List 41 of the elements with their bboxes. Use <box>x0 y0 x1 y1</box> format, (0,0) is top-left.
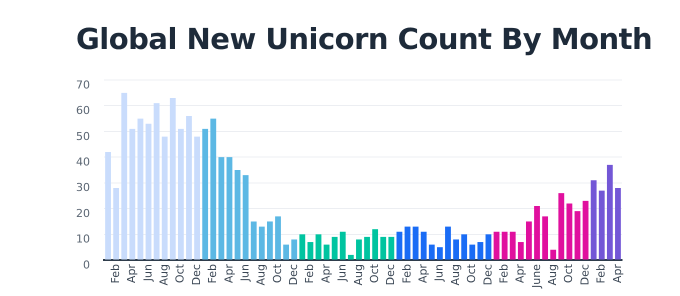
x-tick-label: Feb <box>303 264 316 284</box>
x-tick-label: Apr <box>416 264 430 284</box>
x-tick-label: Oct <box>465 263 478 284</box>
x-tick-label: Apr <box>514 264 527 284</box>
y-tick-label: 40 <box>76 156 90 169</box>
x-tick-label: Jun <box>141 264 154 282</box>
x-tick-label: Feb <box>400 264 414 284</box>
x-tick-label: Aug <box>352 264 365 286</box>
x-tick-label: June <box>530 264 543 290</box>
x-tick-label: Dec <box>384 264 398 286</box>
x-tick-label: Apr <box>222 264 236 284</box>
y-tick-label: 10 <box>76 232 90 246</box>
y-tick-label: 70 <box>76 78 90 92</box>
x-tick-label: Aug <box>546 264 560 286</box>
x-tick-label: Oct <box>368 263 381 284</box>
x-tick-label: Apr <box>319 264 332 284</box>
y-tick-label: 60 <box>76 104 90 118</box>
x-tick-label: Dec <box>287 264 300 286</box>
y-tick-label: 20 <box>76 206 90 220</box>
x-tick-label: Feb <box>108 264 122 284</box>
x-tick-label: Dec <box>190 264 203 286</box>
x-tick-label: Oct <box>174 263 187 284</box>
x-tick-label: Apr <box>125 264 138 284</box>
x-tick-label: Oct <box>270 263 284 284</box>
x-tick-label: Feb <box>206 264 220 284</box>
y-tick-label: 30 <box>76 181 90 194</box>
x-tick-label: Dec <box>578 264 592 286</box>
x-tick-label: Jun <box>238 264 252 282</box>
x-tick-label: Feb <box>594 264 608 284</box>
x-tick-label: Apr <box>610 264 624 284</box>
x-tick-label: Dec <box>481 264 494 286</box>
x-tick-label: Feb <box>498 264 510 284</box>
chart-title: Global New Unicorn Count By Month <box>76 22 652 56</box>
y-tick-label: 0 <box>82 258 90 272</box>
x-tick-label: Aug <box>158 264 171 286</box>
x-tick-label: Jun <box>432 264 446 282</box>
x-tick-label: Aug <box>448 264 462 286</box>
x-tick-label: Aug <box>254 264 268 286</box>
x-tick-label: Oct <box>562 263 576 284</box>
y-tick-label: 50 <box>76 130 90 143</box>
x-tick-label: Jun <box>336 264 349 282</box>
